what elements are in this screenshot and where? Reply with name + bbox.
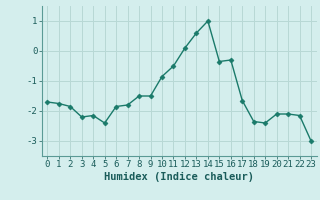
X-axis label: Humidex (Indice chaleur): Humidex (Indice chaleur) — [104, 172, 254, 182]
